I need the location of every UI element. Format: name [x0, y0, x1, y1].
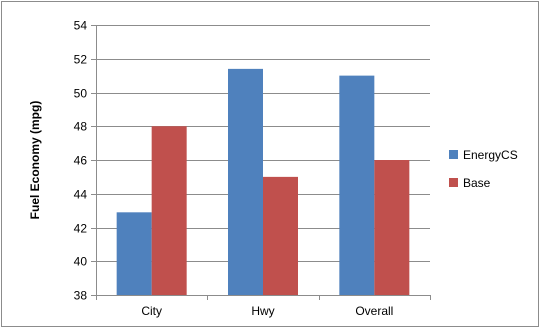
y-axis-title: Fuel Economy (mpg) [28, 101, 42, 220]
legend-swatch-base [449, 178, 458, 187]
y-tick-label: 46 [74, 154, 88, 168]
bar-base-hwy [263, 176, 298, 295]
x-tick-labels: City Hwy Overall [141, 304, 393, 318]
legend: EnergyCS Base [449, 148, 518, 190]
y-tick-label: 50 [74, 87, 88, 101]
y-tick-label: 38 [74, 289, 88, 303]
y-tick-label: 40 [74, 255, 88, 269]
bar-energycs-city [116, 212, 152, 295]
x-tick-label: Overall [355, 304, 393, 318]
y-tick-label: 42 [74, 222, 88, 236]
bar-base-city [151, 126, 187, 295]
bar-chart: 38 40 42 44 46 48 50 52 54 City Hwy Overall Fuel E… [28, 19, 518, 319]
y-tick-label: 44 [74, 188, 88, 202]
y-tick-label: 48 [74, 120, 88, 134]
legend-label-base: Base [463, 176, 491, 190]
x-tick-label: City [141, 304, 162, 318]
y-tick-labels: 38 40 42 44 46 48 50 52 54 [74, 19, 88, 303]
x-tick-label: Hwy [251, 304, 274, 318]
chart-frame: 38 40 42 44 46 48 50 52 54 City Hwy Overall Fuel E… [1, 1, 539, 327]
bars [116, 68, 410, 295]
legend-swatch-energycs [449, 150, 458, 159]
bar-base-overall [374, 160, 410, 295]
bar-energycs-hwy [228, 68, 263, 295]
legend-label-energycs: EnergyCS [463, 148, 518, 162]
axes [91, 25, 431, 300]
y-tick-label: 52 [74, 53, 88, 67]
y-tick-label: 54 [74, 19, 88, 33]
bar-energycs-overall [339, 75, 375, 295]
